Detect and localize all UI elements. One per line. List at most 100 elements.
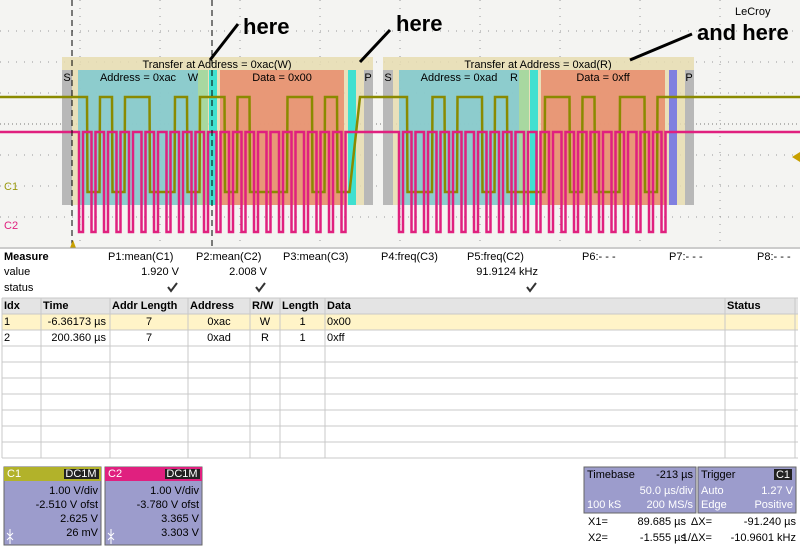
status-check bbox=[167, 282, 178, 293]
channel-down: 3.365 V bbox=[161, 513, 200, 525]
selected-row-bg bbox=[2, 314, 798, 330]
table-header: Address bbox=[190, 300, 234, 312]
arrow-up bbox=[6, 536, 14, 544]
trigger-source: C1 bbox=[776, 469, 790, 481]
trigger-label: Trigger bbox=[701, 469, 736, 481]
stop-box bbox=[364, 70, 373, 205]
table-cell: 1 bbox=[299, 332, 305, 344]
arrow bbox=[208, 23, 240, 61]
ack-box bbox=[669, 70, 677, 205]
table-header: Length bbox=[282, 300, 319, 312]
channel-name: C2 bbox=[108, 468, 122, 480]
transfer-label: Transfer at Address = 0xac(W) bbox=[142, 59, 291, 71]
trigger-slope: Positive bbox=[754, 499, 793, 511]
row-label: value bbox=[4, 266, 30, 278]
cursor-value: 89.685 µs bbox=[637, 516, 686, 528]
timebase-rate: 200 MS/s bbox=[647, 499, 694, 511]
waveforms bbox=[0, 95, 800, 234]
start-box bbox=[62, 70, 72, 205]
param-name: P7:- - - bbox=[669, 251, 703, 263]
cursor-label: X1= bbox=[588, 516, 608, 528]
table-header-bg bbox=[2, 298, 798, 314]
coupling-tag bbox=[64, 469, 99, 479]
table-cell: 0xac bbox=[207, 316, 231, 328]
data-label: Data = 0xff bbox=[576, 72, 630, 84]
table-cell: 1 bbox=[299, 316, 305, 328]
channel-up: 3.303 V bbox=[161, 527, 200, 539]
start-box bbox=[383, 70, 393, 205]
measure-title: Measure bbox=[4, 251, 49, 263]
ack-box bbox=[348, 70, 356, 205]
channel-scale: 1.00 V/div bbox=[150, 485, 199, 497]
table-header: Addr Length bbox=[112, 300, 178, 312]
stop-label: P bbox=[364, 72, 371, 84]
table-cell: 200.360 µs bbox=[51, 332, 106, 344]
cursor-delta-label: ΔX= bbox=[691, 516, 712, 528]
table-header: Idx bbox=[4, 300, 21, 312]
transfer-label: Transfer at Address = 0xad(R) bbox=[464, 59, 611, 71]
param-name: P3:mean(C3) bbox=[283, 251, 348, 263]
table-header: Time bbox=[43, 300, 68, 312]
c1-trace bbox=[0, 95, 800, 194]
table-header: Data bbox=[327, 300, 352, 312]
table-cell: 1 bbox=[4, 316, 10, 328]
param-name: P1:mean(C1) bbox=[108, 251, 173, 263]
address-label: Address = 0xac bbox=[100, 72, 177, 84]
cursor-label: X2= bbox=[588, 532, 608, 544]
arrow bbox=[358, 28, 392, 64]
level-marker bbox=[792, 152, 800, 162]
address-label: Address = 0xad bbox=[421, 72, 498, 84]
channel-up: 26 mV bbox=[66, 527, 98, 539]
start-label: S bbox=[63, 72, 70, 84]
timebase-label: Timebase bbox=[587, 469, 635, 481]
table-cell: 7 bbox=[146, 332, 152, 344]
ack-box bbox=[530, 70, 538, 205]
ack-box bbox=[209, 70, 217, 205]
param-value: 2.008 V bbox=[229, 266, 268, 278]
decode-table: Idx Time Addr Length Address R/W Length Data St… bbox=[1, 297, 798, 459]
table-cell: W bbox=[260, 316, 271, 328]
trigger-type: Edge bbox=[701, 499, 727, 511]
table-cell: 0xad bbox=[207, 332, 231, 344]
arrow-down bbox=[6, 529, 14, 537]
stop-label: P bbox=[685, 72, 692, 84]
timebase-delay: -213 µs bbox=[656, 469, 693, 481]
param-name: P2:mean(C2) bbox=[196, 251, 261, 263]
arrow-up bbox=[107, 536, 115, 544]
cursor-delta-label: 1/ΔX= bbox=[682, 532, 712, 544]
channel-offset: -3.780 V ofst bbox=[137, 499, 199, 511]
arrow bbox=[629, 32, 693, 62]
arrow-down bbox=[107, 529, 115, 537]
table-cell: 0xff bbox=[327, 332, 345, 344]
timebase-samples: 100 kS bbox=[587, 499, 621, 511]
cursor-delta-value: -91.240 µs bbox=[744, 516, 797, 528]
channel-scale: 1.00 V/div bbox=[49, 485, 98, 497]
rw-label: R bbox=[510, 72, 518, 84]
trigger-mode: Auto bbox=[701, 485, 724, 497]
trigger-source-tag bbox=[774, 469, 792, 480]
table-cell: R bbox=[261, 332, 269, 344]
table-header: R/W bbox=[252, 300, 274, 312]
status-panel: C1 DC1M 1.00 V/div -2.510 V ofst 2.625 V 26 m… bbox=[3, 466, 797, 546]
annotation: here bbox=[243, 14, 289, 39]
coupling: DC1M bbox=[166, 468, 197, 480]
data-label: Data = 0x00 bbox=[252, 72, 312, 84]
c2-trace bbox=[0, 130, 800, 234]
param-value: 91.9124 kHz bbox=[476, 266, 538, 278]
channel-label: C1 bbox=[4, 181, 18, 193]
coupling-tag bbox=[165, 469, 200, 479]
status-check bbox=[255, 282, 266, 293]
param-value: 1.920 V bbox=[141, 266, 180, 278]
channel-label: C2 bbox=[4, 220, 18, 232]
param-name: P6:- - - bbox=[582, 251, 616, 263]
status-check bbox=[526, 282, 537, 293]
row-label: status bbox=[4, 282, 34, 294]
param-name: P5:freq(C2) bbox=[467, 251, 524, 263]
param-name: P8:- - - bbox=[757, 251, 791, 263]
table-header: Status bbox=[727, 300, 761, 312]
channel-down: 2.625 V bbox=[60, 513, 99, 525]
timebase-box bbox=[583, 466, 697, 514]
annotation: here bbox=[396, 11, 442, 36]
timebase-scale: 50.0 µs/div bbox=[640, 485, 694, 497]
